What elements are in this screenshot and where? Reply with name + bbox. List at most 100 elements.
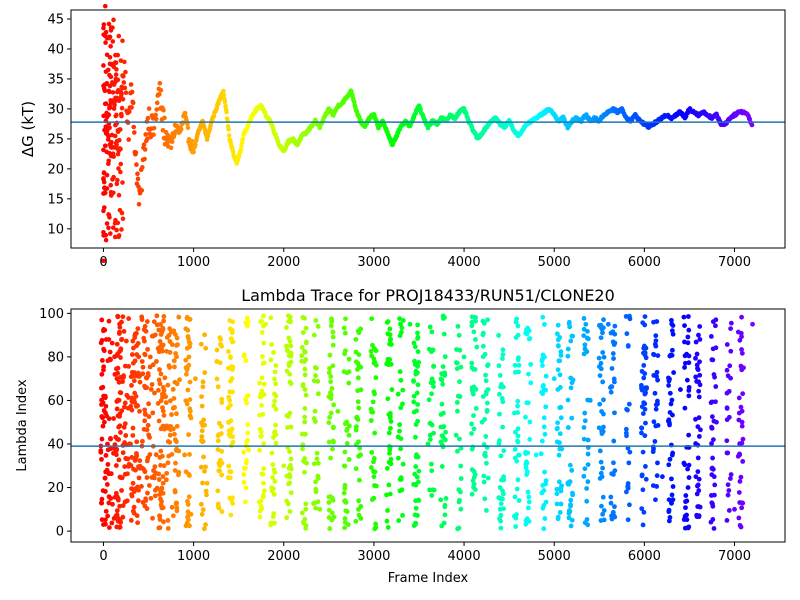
lambda-point <box>668 401 674 407</box>
delta-g-point <box>101 170 107 175</box>
lambda-point <box>172 468 178 473</box>
lambda-point <box>117 517 123 523</box>
lambda-point <box>368 418 374 423</box>
lambda-point <box>416 359 422 365</box>
lambda-point <box>134 343 139 349</box>
delta-g-point <box>106 21 112 27</box>
lambda-point <box>611 460 616 466</box>
delta-g-point <box>101 86 107 91</box>
lambda-point <box>708 519 714 525</box>
lambda-point <box>122 464 128 470</box>
lambda-point <box>101 346 107 352</box>
delta-g-point <box>143 132 149 137</box>
lambda-point <box>515 477 521 483</box>
lambda-point <box>411 399 417 405</box>
lambda-point <box>125 395 131 400</box>
lambda-point <box>684 498 690 504</box>
lambda-point <box>101 419 107 425</box>
lambda-point <box>712 482 718 488</box>
lambda-point <box>440 381 446 387</box>
lambda-point <box>270 514 276 520</box>
lambda-point <box>413 482 419 488</box>
delta-g-point <box>101 22 107 27</box>
lambda-point <box>669 321 675 327</box>
lambda-point <box>171 358 177 364</box>
lambda-point <box>413 368 419 374</box>
lambda-point <box>103 453 109 458</box>
lambda-point <box>299 358 305 364</box>
lambda-point <box>387 341 392 347</box>
lambda-point <box>442 502 448 508</box>
lambda-point <box>397 422 403 428</box>
lambda-point <box>439 464 445 469</box>
lambda-point <box>246 447 252 453</box>
lambda-point <box>739 350 745 356</box>
delta-g-panel: 0 1000 2000 3000 4000 5000 6000 7000 10 15 20 25 30… <box>19 3 786 270</box>
lambda-point <box>152 390 157 396</box>
delta-g-point <box>139 188 145 193</box>
y-tick-label: 25 <box>47 132 64 147</box>
lambda-point <box>188 511 194 517</box>
delta-g-point <box>114 227 119 233</box>
lambda-point <box>739 314 744 320</box>
lambda-point <box>245 422 251 428</box>
lambda-point <box>101 522 106 527</box>
delta-g-point <box>115 151 121 157</box>
lambda-point <box>272 369 278 375</box>
delta-g-point <box>114 112 119 118</box>
lambda-point <box>343 500 349 505</box>
lambda-point <box>415 349 421 355</box>
delta-g-point <box>222 99 228 105</box>
lambda-point <box>326 494 332 500</box>
lambda-point <box>148 386 154 392</box>
delta-g-point <box>162 115 167 121</box>
lambda-point <box>457 379 462 385</box>
lambda-point <box>118 355 123 360</box>
lambda-point <box>186 354 192 360</box>
lambda-point <box>129 382 134 388</box>
lambda-point <box>442 512 448 518</box>
lambda-point <box>624 406 629 412</box>
lambda-point <box>695 366 700 371</box>
lambda-point <box>286 481 291 487</box>
lambda-point <box>328 374 334 379</box>
lambda-point <box>584 349 590 355</box>
lambda-point <box>515 398 521 404</box>
lambda-point <box>133 467 138 473</box>
lambda-point <box>227 318 233 323</box>
lambda-point <box>697 336 703 342</box>
lambda-point <box>626 502 632 508</box>
lambda-point <box>642 406 648 412</box>
lambda-point <box>695 455 701 461</box>
lambda-point <box>116 457 122 463</box>
lambda-point <box>596 425 602 431</box>
lambda-point <box>159 453 165 459</box>
lambda-point <box>570 377 576 383</box>
delta-g-point <box>113 79 119 84</box>
lambda-point <box>527 437 533 442</box>
lambda-point <box>469 319 475 325</box>
lambda-point <box>225 405 231 411</box>
lambda-point <box>651 352 657 358</box>
lambda-point <box>130 338 136 344</box>
lambda-point <box>643 355 649 361</box>
lambda-point <box>160 408 166 414</box>
lambda-point <box>99 456 104 462</box>
lambda-point <box>256 499 262 505</box>
lambda-point <box>712 492 717 498</box>
lambda-point <box>388 419 394 424</box>
lambda-point <box>287 410 293 416</box>
lambda-point <box>117 390 123 395</box>
y-tick-label: 10 <box>47 222 64 237</box>
lambda-point <box>456 499 462 505</box>
lambda-point <box>110 501 115 507</box>
lambda-point <box>131 370 137 375</box>
lambda-point <box>600 330 605 336</box>
lambda-point <box>200 379 206 385</box>
lambda-point <box>601 354 607 360</box>
lambda-point <box>670 497 676 503</box>
lambda-point <box>165 382 171 388</box>
lambda-point <box>285 348 291 354</box>
lambda-point <box>174 335 180 341</box>
